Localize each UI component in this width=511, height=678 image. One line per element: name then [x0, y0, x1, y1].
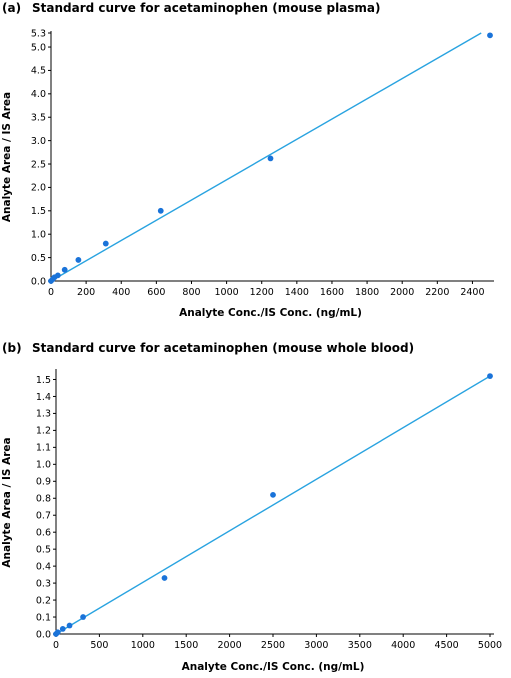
data-point — [102, 240, 109, 247]
x-axis-title: Analyte Conc./IS Conc. (ng/mL) — [179, 307, 362, 319]
x-tick-label: 1200 — [250, 287, 274, 298]
chart-panel-b: (b) Standard curve for acetaminophen (mou… — [0, 340, 511, 678]
x-tick-label: 5000 — [478, 640, 502, 651]
y-tick-label: 4.0 — [31, 89, 46, 100]
y-tick-label: 2.5 — [31, 159, 46, 170]
data-point — [66, 622, 73, 629]
x-tick-label: 2400 — [460, 287, 484, 298]
x-tick-label: 400 — [112, 287, 130, 298]
x-tick-label: 0 — [53, 640, 59, 651]
y-tick-label: 1.0 — [36, 460, 51, 471]
x-tick-label: 2000 — [390, 287, 414, 298]
x-tick-label: 4000 — [391, 640, 415, 651]
data-point — [270, 491, 276, 498]
x-tick-label: 1500 — [174, 640, 198, 651]
panel-label-a: (a) — [2, 1, 22, 15]
x-axis-title: Analyte Conc./IS Conc. (ng/mL) — [182, 661, 365, 673]
x-tick-label: 2200 — [425, 287, 449, 298]
panel-label-b: (b) — [2, 341, 22, 355]
y-tick-label: 0.1 — [36, 612, 51, 623]
x-tick-label: 500 — [90, 640, 108, 651]
chart-title-b: (b) Standard curve for acetaminophen (mou… — [2, 341, 414, 355]
y-tick-label: 0.9 — [36, 477, 51, 488]
x-tick-label: 1400 — [285, 287, 309, 298]
y-tick-label: 2.0 — [31, 183, 46, 194]
y-tick-label: 0.3 — [36, 578, 51, 589]
x-tick-label: 600 — [147, 287, 165, 298]
y-tick-label: 5.0 — [31, 42, 46, 53]
x-tick-label: 1600 — [320, 287, 344, 298]
chart-title-text-b: Standard curve for acetaminophen (mouse … — [32, 341, 415, 355]
y-axis-title: Analyte Area / IS Area — [1, 92, 13, 222]
data-point — [80, 614, 86, 620]
y-tick-label: 1.5 — [31, 206, 46, 217]
data-point — [487, 32, 493, 39]
y-tick-label: 4.5 — [31, 66, 46, 77]
data-point — [161, 575, 168, 581]
data-point — [61, 266, 68, 273]
y-tick-label: 5.3 — [31, 28, 46, 39]
y-tick-label: 3.5 — [31, 113, 46, 124]
x-tick-label: 2000 — [218, 640, 242, 651]
y-tick-label: 0.5 — [31, 253, 46, 264]
fit-line-b — [55, 375, 491, 635]
y-tick-label: 1.4 — [36, 392, 51, 403]
y-axis-title: Analyte Area / IS Area — [1, 437, 13, 567]
x-tick-label: 3500 — [348, 640, 372, 651]
x-tick-label: 4500 — [435, 640, 459, 651]
x-tick-label: 1800 — [355, 287, 379, 298]
y-tick-label: 1.0 — [31, 230, 46, 241]
data-point — [75, 257, 82, 263]
chart-title-a: (a) Standard curve for acetaminophen (mou… — [2, 1, 381, 15]
data-point — [157, 207, 164, 214]
y-tick-label: 3.0 — [31, 136, 46, 147]
y-tick-label: 0.0 — [36, 629, 51, 640]
y-tick-label: 1.5 — [36, 375, 51, 386]
y-tick-label: 1.2 — [36, 426, 51, 437]
x-tick-label: 200 — [77, 287, 95, 298]
y-tick-label: 0.5 — [36, 544, 51, 555]
y-tick-label: 1.3 — [36, 409, 51, 420]
chart-plot-a: 0.0 0.5 1.0 1.5 2.0 2.5 3.0 3.5 4.0 4.5 5.0 5.3 0 200… — [1, 28, 494, 319]
y-tick-label: 1.1 — [36, 443, 51, 454]
y-tick-label: 0.0 — [31, 276, 46, 287]
x-tick-label: 3000 — [304, 640, 328, 651]
data-point — [487, 373, 493, 379]
data-point — [267, 155, 274, 162]
y-tick-label: 0.7 — [36, 511, 51, 522]
chart-panel-a: (a) Standard curve for acetaminophen (mou… — [0, 0, 511, 330]
chart-title-text-a: Standard curve for acetaminophen (mouse … — [32, 1, 381, 15]
chart-plot-b: 0.0 0.1 0.2 0.3 0.4 0.5 0.6 0.7 0.8 0.9 1.0 1.1 1.2 1… — [1, 369, 502, 673]
x-tick-label: 1000 — [131, 640, 155, 651]
y-tick-label: 0.6 — [36, 527, 51, 538]
x-tick-label: 2500 — [261, 640, 285, 651]
x-tick-label: 0 — [48, 287, 54, 298]
y-tick-label: 0.4 — [36, 561, 51, 572]
data-point — [54, 272, 61, 279]
x-tick-label: 1000 — [215, 287, 239, 298]
x-tick-label: 800 — [182, 287, 200, 298]
data-point — [59, 626, 66, 632]
y-tick-label: 0.2 — [36, 595, 51, 606]
fit-line-a — [50, 32, 482, 282]
y-tick-label: 0.8 — [36, 494, 51, 505]
data-point — [54, 629, 61, 636]
